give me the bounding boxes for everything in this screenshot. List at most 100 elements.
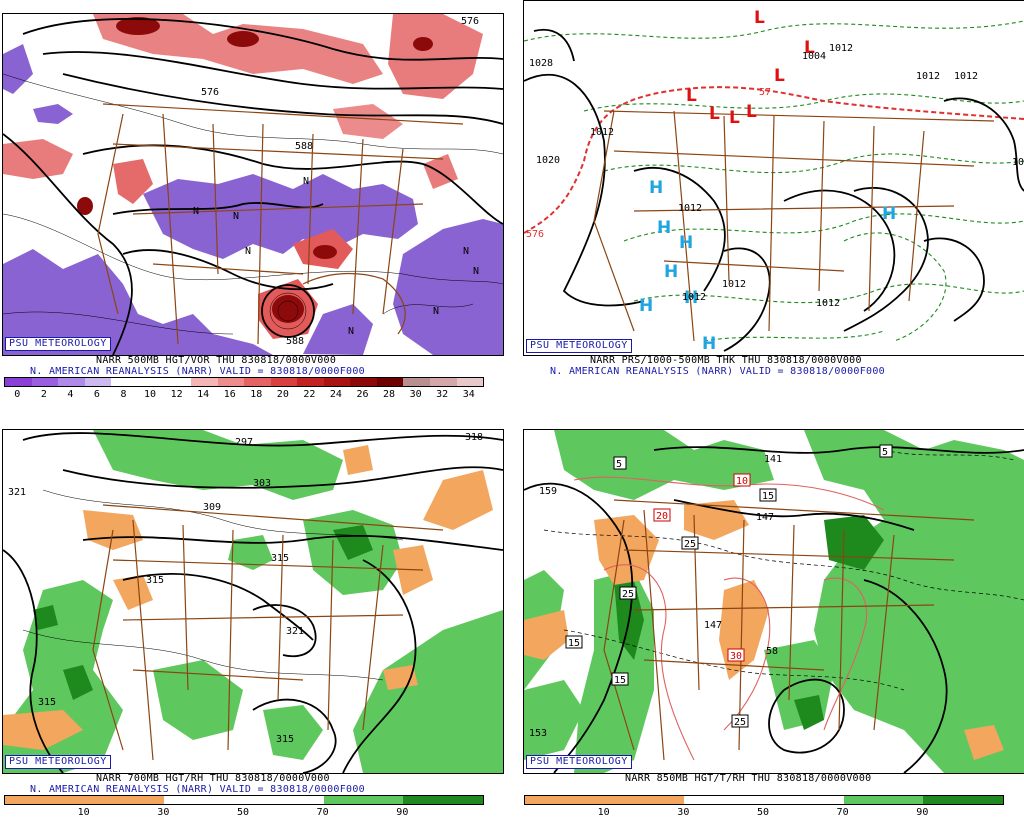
svg-text:H: H: [657, 218, 671, 238]
colorbar-swatch: [137, 378, 165, 386]
svg-text:H: H: [679, 233, 693, 253]
colorbar-tick-label: 6: [93, 389, 100, 400]
svg-text:1028: 1028: [529, 58, 553, 69]
svg-text:H: H: [882, 204, 896, 224]
svg-text:L: L: [686, 86, 697, 106]
colorbar-tick-label: 18: [250, 389, 263, 400]
colorbar-tick-label: 12: [170, 389, 183, 400]
colorbar-tick-label: 70: [836, 807, 849, 818]
svg-text:588: 588: [295, 141, 313, 152]
colorbar-tick-label: 30: [157, 807, 170, 818]
map-700mb: 321 297 309 303 315 315 321 315 315 318 …: [2, 429, 504, 774]
colorbar-swatch: [5, 378, 32, 386]
svg-text:1012: 1012: [829, 43, 853, 54]
colorbar-swatch: [58, 378, 85, 386]
colorbar-swatch: [764, 796, 844, 804]
height-contours-700mb: [3, 432, 503, 773]
colorbar-swatch: [190, 378, 218, 386]
svg-text:H: H: [702, 334, 716, 354]
colorbar-swatch: [323, 378, 351, 386]
svg-text:N: N: [245, 246, 251, 257]
svg-text:58: 58: [766, 646, 778, 657]
colorbar-tick-label: 16: [223, 389, 236, 400]
colorbar-swatch: [376, 378, 404, 386]
svg-text:1012: 1012: [722, 279, 746, 290]
colorbar-tick-label: 28: [383, 389, 396, 400]
svg-text:318: 318: [465, 432, 483, 443]
dry-rh-shading: [3, 445, 493, 750]
colorbar-tick-label: 2: [40, 389, 47, 400]
colorbar-swatch: [350, 378, 377, 386]
svg-text:321: 321: [8, 487, 26, 498]
psu-meteorology-label: PSU METEOROLOGY: [5, 755, 111, 769]
svg-text:30: 30: [730, 651, 742, 662]
positive-vorticity-shading: [3, 14, 483, 339]
svg-text:H: H: [664, 262, 678, 282]
colorbar-swatch: [111, 378, 138, 386]
colorbar-tick-label: 24: [329, 389, 342, 400]
isotherm-contours: [543, 449, 1024, 691]
colorbar-swatch: [297, 378, 324, 386]
product-title: NARR 850MB HGT/T/RH THU 830818/0000V000: [625, 773, 872, 784]
state-borders: [603, 499, 975, 761]
rh-colorbar: [524, 795, 1004, 805]
svg-text:141: 141: [764, 454, 782, 465]
svg-text:1020: 1020: [536, 155, 560, 166]
svg-text:N: N: [473, 266, 479, 277]
svg-text:15: 15: [568, 638, 580, 649]
rh-colorbar: [4, 795, 484, 805]
freezing-isotherm-576: [524, 86, 1024, 234]
svg-text:1012: 1012: [954, 71, 978, 82]
svg-text:303: 303: [253, 478, 271, 489]
svg-text:N: N: [303, 176, 309, 187]
svg-text:1012: 1012: [678, 203, 702, 214]
height-contours-500mb: [3, 18, 503, 355]
svg-text:309: 309: [203, 502, 221, 513]
svg-text:L: L: [754, 8, 765, 28]
colorbar-swatch: [31, 378, 59, 386]
product-title: NARR 500MB HGT/VOR THU 830818/0000V000: [96, 355, 337, 366]
colorbar-tick-label: 70: [316, 807, 329, 818]
svg-text:L: L: [729, 108, 740, 128]
vort-extrema-labels: N NN NNN NN: [193, 176, 479, 337]
colorbar-swatch: [164, 796, 245, 804]
temperature-box-labels: 5 5 10 15 20 25 25 15 15 30 25: [565, 444, 893, 728]
colorbar-tick-label: 50: [756, 807, 770, 818]
state-borders: [593, 110, 995, 342]
svg-text:297: 297: [235, 437, 253, 448]
svg-text:N: N: [433, 306, 439, 317]
svg-text:20: 20: [656, 511, 668, 522]
colorbar-swatch: [843, 796, 924, 804]
svg-text:25: 25: [684, 539, 696, 550]
svg-text:N: N: [193, 206, 199, 217]
colorbar-tick-label: 34: [462, 389, 475, 400]
colorbar-tick-label: 0: [14, 389, 21, 400]
colorbar-tick-label: 20: [276, 389, 289, 400]
svg-text:H: H: [684, 288, 698, 308]
rh-colorbar-ticks: 10 30 50 70 90: [524, 807, 1002, 819]
psu-meteorology-label: PSU METEOROLOGY: [526, 755, 632, 769]
svg-text:315: 315: [146, 575, 164, 586]
product-title: NARR PRS/1000-500MB THK THU 830818/0000V…: [590, 355, 862, 366]
svg-text:1004: 1004: [802, 51, 826, 62]
vorticity-contours: [3, 73, 503, 335]
colorbar-tick-label: 22: [303, 389, 316, 400]
svg-text:N: N: [233, 211, 239, 222]
svg-text:25: 25: [622, 589, 634, 600]
svg-text:588: 588: [286, 336, 304, 347]
svg-text:1012: 1012: [916, 71, 940, 82]
psu-meteorology-label: PSU METEOROLOGY: [526, 339, 632, 353]
svg-text:H: H: [649, 178, 663, 198]
panel-thickness: H H H H H H H H L L L L L L L 1028 1004: [520, 0, 1024, 402]
svg-text:H: H: [639, 296, 653, 316]
colorbar-tick-label: 8: [120, 389, 127, 400]
height-labels-850mb: 159 141 147 147 153 58: [529, 454, 782, 739]
svg-text:147: 147: [704, 620, 722, 631]
colorbar-swatch: [403, 796, 484, 804]
svg-text:576: 576: [201, 87, 219, 98]
colorbar-tick-label: 14: [197, 389, 210, 400]
svg-text:L: L: [709, 104, 720, 124]
svg-text:576: 576: [526, 229, 544, 240]
isobars: [524, 28, 1024, 352]
colorbar-swatch: [403, 378, 430, 386]
